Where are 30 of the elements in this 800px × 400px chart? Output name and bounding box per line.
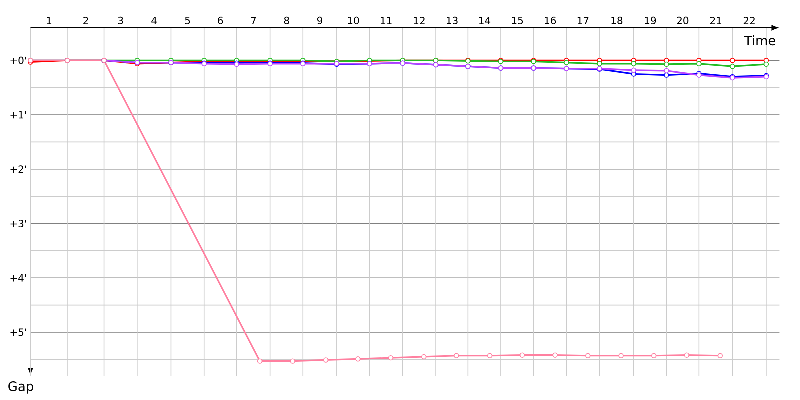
y-axis-title: Gap	[8, 382, 34, 394]
x-tick-label: 1	[47, 17, 52, 24]
x-tick-label: 8	[284, 16, 290, 24]
y-tick-label: +3'	[10, 220, 26, 228]
x-tick-label: 2	[84, 17, 88, 24]
y-tick-label: +2'	[10, 166, 26, 174]
x-tick-label: 21	[710, 17, 722, 24]
x-tick-label: 14	[479, 17, 491, 24]
x-axis-title: Time	[744, 36, 776, 46]
x-tick-label: 10	[348, 16, 360, 24]
x-tick-label: 6	[218, 16, 224, 24]
x-tick-label: 15	[512, 17, 524, 24]
x-tick-label: 4	[152, 17, 157, 24]
x-tick-label: 9	[317, 16, 323, 24]
x-tick-label: 3	[118, 16, 124, 24]
x-tick-label: 12	[414, 17, 425, 24]
x-tick-label: 13	[447, 16, 458, 24]
y-tick-label: +4'	[10, 274, 26, 282]
x-tick-label: 16	[545, 16, 556, 24]
x-tick-label: 5	[185, 17, 190, 24]
x-tick-label: 11	[381, 17, 392, 24]
x-tick-label: 7	[251, 17, 256, 24]
x-tick-label: 22	[744, 17, 755, 24]
y-tick-label: +0'	[10, 56, 26, 64]
x-tick-label: 18	[612, 16, 623, 24]
x-tick-label: 20	[677, 16, 689, 24]
x-tick-label: 19	[645, 16, 656, 24]
y-tick-label: +1'	[10, 111, 26, 119]
x-tick-label: 17	[578, 17, 589, 24]
y-tick-label: +5'	[10, 328, 26, 336]
